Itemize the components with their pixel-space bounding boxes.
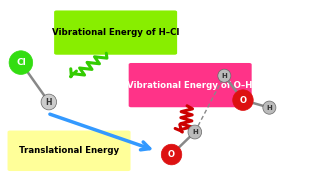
FancyBboxPatch shape [129, 63, 252, 107]
Text: H: H [266, 105, 272, 111]
FancyBboxPatch shape [7, 131, 130, 171]
Ellipse shape [218, 69, 231, 82]
Text: Vibrational Energy of H–Cl: Vibrational Energy of H–Cl [52, 28, 179, 37]
Text: H: H [46, 98, 52, 107]
Text: O: O [240, 96, 246, 105]
Text: Translational Energy: Translational Energy [19, 146, 119, 155]
Ellipse shape [188, 125, 202, 139]
Text: H: H [222, 73, 227, 79]
Ellipse shape [41, 94, 56, 110]
FancyBboxPatch shape [54, 10, 177, 55]
Text: Cl: Cl [16, 58, 26, 67]
Ellipse shape [263, 101, 276, 114]
Text: Vibrational Energy of O–H: Vibrational Energy of O–H [128, 81, 253, 90]
Ellipse shape [233, 90, 253, 110]
Text: O: O [168, 150, 175, 159]
Text: H: H [192, 129, 198, 135]
Ellipse shape [161, 144, 182, 165]
Ellipse shape [9, 51, 33, 74]
